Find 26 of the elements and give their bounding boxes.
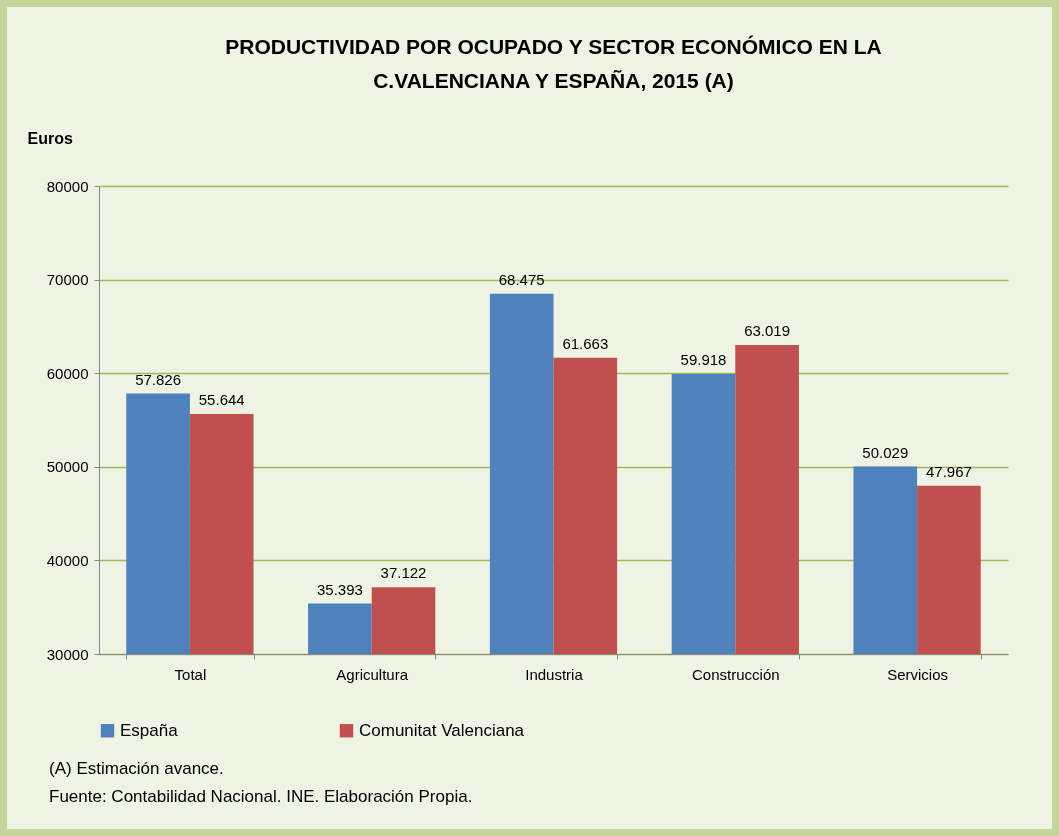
data-label: 61.663 — [562, 334, 609, 352]
chart-title: PRODUCTIVIDAD POR OCUPADO Y SECTOR ECONÓMICO EN LA C.VALENCIANA Y ESPAÑA, 2015 (A) — [225, 35, 882, 92]
x-tick-label: Total — [174, 665, 207, 683]
x-tick-label: Servicios — [887, 665, 949, 683]
y-tick-label: 80000 — [46, 177, 89, 195]
y-axis-title: Euros — [27, 129, 73, 147]
source-note: Fuente: Contabilidad Nacional. INE. Elaboración Propia. — [49, 786, 473, 808]
data-label: 63.019 — [744, 321, 791, 339]
x-tick-label: Construcción — [692, 665, 780, 683]
data-label: 57.826 — [135, 370, 182, 388]
x-tick-label: Agricultura — [336, 665, 409, 683]
x-tick-label: Industria — [525, 665, 584, 683]
data-label: 35.393 — [316, 580, 363, 598]
text: (A) Estimación avance. — [49, 758, 225, 780]
y-tick-label: 70000 — [46, 271, 89, 289]
data-label: 37.122 — [380, 564, 427, 582]
y-tick-label: 50000 — [46, 458, 89, 476]
y-tick-label: 30000 — [46, 645, 89, 663]
data-label: 59.918 — [680, 350, 727, 368]
data-label: 55.644 — [198, 390, 245, 408]
legend-label: España — [120, 720, 179, 740]
legend-label: Comunitat Valenciana — [359, 720, 525, 740]
data-label: 50.029 — [862, 443, 909, 461]
data-label: 47.967 — [925, 462, 972, 480]
y-tick-label: 40000 — [46, 551, 89, 569]
y-tick-label: 60000 — [46, 364, 89, 382]
